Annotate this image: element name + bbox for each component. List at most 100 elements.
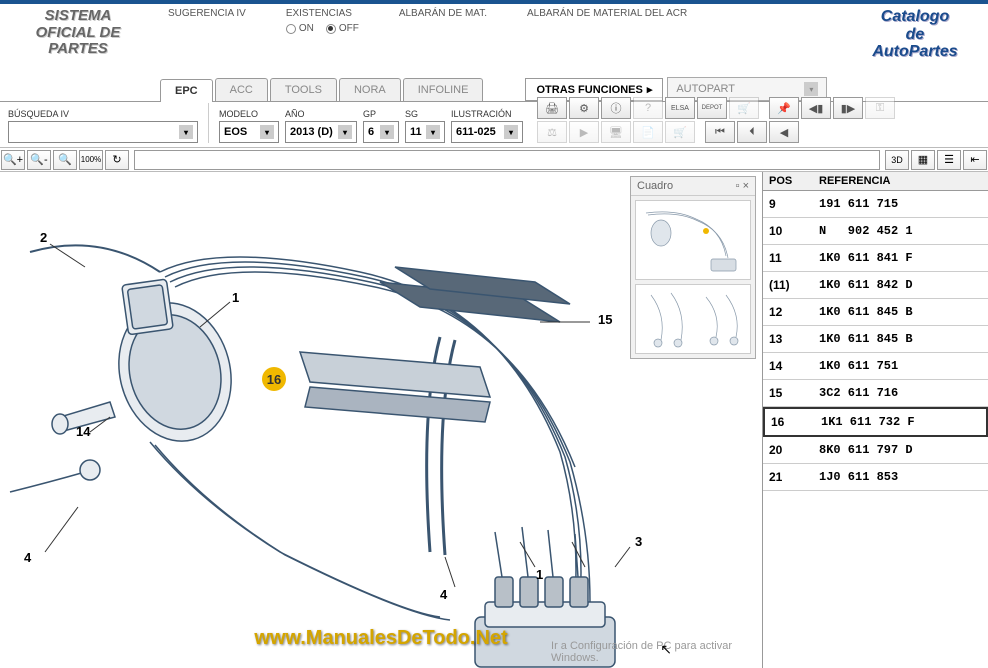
albaran-acr-label: ALBARÁN DE MATERIAL DEL ACR [527, 8, 687, 34]
cuadro-close-icon[interactable]: × [743, 180, 749, 192]
help-icon[interactable]: ? [633, 97, 663, 119]
page-prev-icon[interactable]: ◀▮ [801, 97, 831, 119]
cart2-icon[interactable]: 🛒 [665, 121, 695, 143]
elsa-icon[interactable]: ELSA [665, 97, 695, 119]
callout-1a: 1 [232, 290, 239, 305]
existencias-off-radio[interactable]: OFF [326, 23, 359, 34]
callout-4b: 4 [440, 587, 447, 602]
ref-cell: 1K0 611 845 B [819, 305, 982, 319]
refresh-icon[interactable]: ↻ [105, 150, 129, 170]
pin-icon[interactable]: 📌 [769, 97, 799, 119]
ref-cell: 1K0 611 841 F [819, 251, 982, 265]
logo-right-line2: de [850, 26, 980, 44]
ref-cell: N 902 452 1 [819, 224, 982, 238]
back-icon[interactable]: ◀ [769, 121, 799, 143]
busqueda-label: BÚSQUEDA IV [8, 109, 198, 119]
pos-cell: 11 [769, 251, 819, 265]
zoom-in-icon[interactable]: 🔍+ [1, 150, 25, 170]
callout-15: 15 [598, 312, 612, 327]
grid-view-icon[interactable]: ▦ [911, 150, 935, 170]
screen-icon[interactable]: 🖥 [601, 121, 631, 143]
ref-cell: 8K0 611 797 D [819, 443, 982, 457]
tab-infoline[interactable]: INFOLINE [403, 78, 484, 101]
table-row[interactable]: 211J0 611 853 [763, 464, 988, 491]
depot-icon[interactable]: DEPOT [697, 97, 727, 119]
ref-cell: 1K0 611 845 B [819, 332, 982, 346]
table-row[interactable]: 208K0 611 797 D [763, 437, 988, 464]
cart-icon[interactable]: 🛒 [729, 97, 759, 119]
pos-cell: 16 [771, 415, 821, 429]
parts-list[interactable]: 9191 611 71510N 902 452 1111K0 611 841 F… [763, 191, 988, 668]
table-row[interactable]: (11)1K0 611 842 D [763, 272, 988, 299]
cuadro-collapse-icon[interactable]: ▫ [736, 180, 740, 192]
zoom-100-icon[interactable]: 100% [79, 150, 103, 170]
table-row[interactable]: 131K0 611 845 B [763, 326, 988, 353]
page-next-icon[interactable]: ▮▶ [833, 97, 863, 119]
table-row[interactable]: 10N 902 452 1 [763, 218, 988, 245]
zoom-reset-icon[interactable]: 🔍 [53, 150, 77, 170]
print-icon[interactable]: 🖨 [537, 97, 567, 119]
modelo-label: MODELO [219, 109, 279, 119]
ilustracion-select[interactable]: 611-025▾ [451, 121, 523, 143]
ref-header[interactable]: REFERENCIA [819, 175, 891, 187]
gp-label: GP [363, 109, 399, 119]
ref-cell: 1K0 611 751 [819, 359, 982, 373]
collapse-icon[interactable]: ⇤ [963, 150, 987, 170]
play-icon[interactable]: ▶ [569, 121, 599, 143]
prev-icon[interactable]: ⏴ [737, 121, 767, 143]
ref-cell: 191 611 715 [819, 197, 982, 211]
callout-16-highlight[interactable]: 16 [262, 367, 286, 391]
modelo-select[interactable]: EOS▾ [219, 121, 279, 143]
list-view-icon[interactable]: ☰ [937, 150, 961, 170]
pos-cell: 14 [769, 359, 819, 373]
tab-tools[interactable]: TOOLS [270, 78, 337, 101]
table-row[interactable]: 161K1 611 732 F [763, 407, 988, 437]
tab-nora[interactable]: NORA [339, 78, 401, 101]
logo-left-line3: PARTES [8, 41, 148, 58]
tab-acc[interactable]: ACC [215, 78, 268, 101]
busqueda-select[interactable]: ▾ [8, 121, 198, 143]
table-row[interactable]: 111K0 611 841 F [763, 245, 988, 272]
ano-select[interactable]: 2013 (D)▾ [285, 121, 357, 143]
logo-left-line1: SISTEMA [8, 8, 148, 25]
pos-cell: (11) [769, 278, 819, 292]
pos-cell: 13 [769, 332, 819, 346]
cuadro-thumbnail-2[interactable] [635, 284, 751, 354]
info-icon[interactable]: ⓘ [601, 97, 631, 119]
ref-cell: 3C2 611 716 [819, 386, 982, 400]
callout-3: 3 [635, 534, 642, 549]
cuadro-title: Cuadro [637, 180, 673, 192]
activate-windows-text: Ir a Configuración de PC para activar Wi… [551, 640, 732, 664]
table-row[interactable]: 153C2 611 716 [763, 380, 988, 407]
parts-panel: POS REFERENCIA 9191 611 71510N 902 452 1… [762, 172, 988, 668]
tab-epc[interactable]: EPC [160, 79, 213, 102]
scale-icon[interactable]: ⚖ [537, 121, 567, 143]
sg-select[interactable]: 11▾ [405, 121, 445, 143]
sugerencia-label: SUGERENCIA IV [168, 8, 246, 34]
existencias-on-radio[interactable]: ON [286, 23, 314, 34]
table-row[interactable]: 141K0 611 751 [763, 353, 988, 380]
table-row[interactable]: 9191 611 715 [763, 191, 988, 218]
diagram-search-input[interactable] [134, 150, 880, 170]
pos-cell: 12 [769, 305, 819, 319]
cuadro-panel[interactable]: Cuadro ▫ × [630, 176, 756, 359]
ano-label: AÑO [285, 109, 357, 119]
callout-14: 14 [76, 424, 90, 439]
key-icon[interactable]: ⚿ [865, 97, 895, 119]
ilustracion-label: ILUSTRACIÓN [451, 109, 523, 119]
doc-icon[interactable]: 📄 [633, 121, 663, 143]
pos-cell: 15 [769, 386, 819, 400]
cuadro-thumbnail-1[interactable] [635, 200, 751, 280]
first-icon[interactable]: ⏮ [705, 121, 735, 143]
3d-button[interactable]: 3D [885, 150, 909, 170]
pos-header[interactable]: POS [769, 175, 819, 187]
header: SISTEMA OFICIAL DE PARTES SUGERENCIA IV … [0, 4, 988, 76]
wheel-icon[interactable]: ⚙ [569, 97, 599, 119]
zoom-out-icon[interactable]: 🔍- [27, 150, 51, 170]
pos-cell: 9 [769, 197, 819, 211]
ref-cell: 1J0 611 853 [819, 470, 982, 484]
table-row[interactable]: 121K0 611 845 B [763, 299, 988, 326]
diagram-area[interactable]: 2 1 14 4 15 16 4 1 3 Cuadro ▫ × www.Manu… [0, 172, 762, 668]
sg-label: SG [405, 109, 445, 119]
gp-select[interactable]: 6▾ [363, 121, 399, 143]
